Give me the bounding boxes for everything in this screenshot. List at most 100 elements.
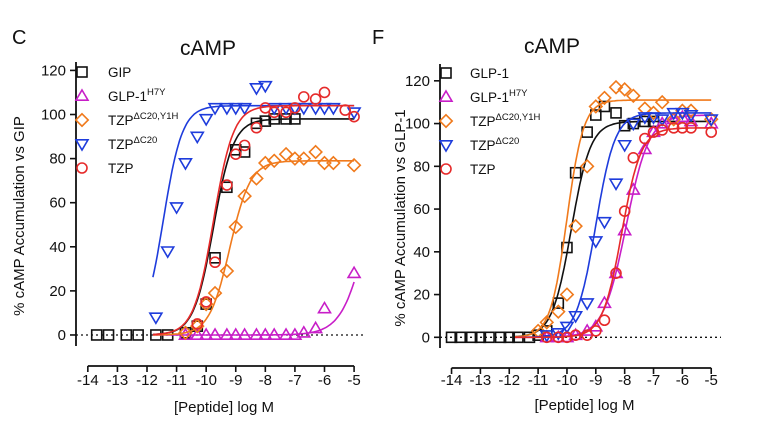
legend-marker-glp-1 <box>440 67 452 79</box>
x-tick-label: -13 <box>107 372 129 389</box>
series-tzp <box>515 122 718 344</box>
data-point-tzp-deltac20-y1h <box>287 151 303 166</box>
data-point-glp-1-h7y <box>207 327 223 340</box>
data-point-tzp-deltac20 <box>683 110 699 123</box>
y-tick-label: 80 <box>49 151 66 168</box>
data-point-glp-1 <box>590 109 602 121</box>
data-point-glp-1 <box>569 166 582 179</box>
legend-name: TZP <box>470 138 496 153</box>
data-point-tzp-deltac20-y1h <box>550 304 566 319</box>
series-glp-1-h7y <box>515 109 719 343</box>
x-tick-label: -12 <box>136 372 158 389</box>
data-point-tzp-deltac20 <box>666 107 682 121</box>
data-point-gip <box>259 115 272 127</box>
data-point-gip <box>132 329 144 341</box>
data-point-tzp <box>598 314 611 327</box>
legend-label-gip: GIP <box>108 65 131 80</box>
panel-letter: F <box>372 27 384 49</box>
legend-label-tzp: TZP <box>470 162 496 177</box>
data-point-tzp-deltac20 <box>625 118 641 132</box>
data-point-tzp <box>618 205 631 218</box>
legend-marker-tzp-deltac20 <box>438 140 454 153</box>
legend-label-tzp-deltac20: TZPΔC20 <box>108 135 157 152</box>
data-point-tzp <box>705 126 718 138</box>
legend-label-tzp-deltac20-y1h: TZPΔC20,Y1H <box>470 112 541 129</box>
data-point-glp-1-h7y <box>219 327 235 340</box>
y-tick-label: 120 <box>405 73 430 90</box>
x-axis-label: [Peptide] log M <box>174 399 274 416</box>
fit-curve-glp-1-h7y <box>515 114 712 339</box>
data-point-tzp-deltac20-y1h <box>625 88 641 104</box>
data-point-tzp-deltac20 <box>559 321 575 335</box>
data-point-glp-1 <box>454 331 466 344</box>
data-point-glp-1-h7y <box>308 320 324 334</box>
legend-label-glp-1-h7y: GLP-1H7Y <box>108 87 166 104</box>
data-point-tzp-deltac20 <box>637 112 653 125</box>
data-point-tzp <box>667 122 680 134</box>
data-point-tzp-deltac20-y1h <box>189 318 205 334</box>
data-point-tzp-deltac20 <box>597 216 612 230</box>
data-point-tzp-deltac20 <box>169 202 184 215</box>
data-point-tzp <box>540 331 553 344</box>
data-point-glp-1-h7y <box>683 113 699 127</box>
data-point-tzp-deltac20 <box>237 102 253 116</box>
x-tick-label: -11 <box>166 372 187 389</box>
data-point-tzp <box>259 102 272 114</box>
y-tick-label: 0 <box>58 327 66 344</box>
data-point-tzp-deltac20 <box>207 102 223 116</box>
data-point-tzp <box>238 139 251 152</box>
data-point-tzp <box>191 318 204 330</box>
data-point-tzp-deltac20 <box>148 312 164 325</box>
data-point-gip <box>229 143 242 156</box>
y-tick-label: 120 <box>41 62 66 79</box>
data-point-tzp-deltac20-y1h <box>597 90 612 106</box>
data-point-glp-1 <box>598 100 611 113</box>
y-tick-label: 60 <box>49 195 66 212</box>
data-point-tzp <box>297 91 310 103</box>
data-point-tzp-deltac20-y1h <box>178 325 193 341</box>
data-point-tzp <box>309 93 322 105</box>
data-point-tzp-deltac20 <box>646 112 661 125</box>
data-point-tzp-deltac20-y1h <box>219 263 235 279</box>
data-point-tzp-deltac20 <box>287 102 303 116</box>
chart-title: cAMP <box>524 35 580 58</box>
data-point-tzp-deltac20-y1h <box>617 82 632 97</box>
data-point-tzp <box>656 124 668 136</box>
legend-marker-tzp <box>440 163 452 175</box>
data-point-tzp <box>229 148 242 160</box>
data-point-tzp-deltac20 <box>674 107 690 121</box>
x-tick-label: -7 <box>288 372 301 389</box>
panel-letter: C <box>12 27 26 49</box>
data-point-gip <box>209 252 221 264</box>
data-point-gip <box>250 117 263 130</box>
series-glp-1-h7y <box>152 265 362 340</box>
data-point-tzp-deltac20-y1h <box>608 79 624 95</box>
data-point-glp-1-h7y <box>228 327 244 340</box>
data-point-glp-1 <box>445 331 458 344</box>
x-tick-label: -13 <box>470 372 492 389</box>
data-point-glp-1-h7y <box>198 327 214 340</box>
legend-name: GIP <box>108 65 131 80</box>
data-point-tzp <box>348 110 360 123</box>
data-point-tzp-deltac20-y1h <box>539 315 555 330</box>
x-tick-label: -10 <box>556 372 578 389</box>
y-tick-label: 100 <box>405 116 430 133</box>
series-tzp-deltac20-y1h <box>515 79 719 339</box>
chart-title: cAMP <box>180 37 236 60</box>
series-tzp-deltac20 <box>515 107 719 343</box>
data-point-glp-1 <box>494 331 507 344</box>
legend-name: GLP-1 <box>470 90 509 105</box>
legend-marker-tzp-deltac20-y1h <box>438 113 454 129</box>
data-point-tzp-deltac20-y1h <box>346 157 362 173</box>
data-point-glp-1 <box>465 331 478 344</box>
x-tick-label: -9 <box>589 372 602 389</box>
data-point-glp-1 <box>503 331 516 344</box>
data-point-tzp-deltac20-y1h <box>237 188 252 204</box>
data-point-tzp <box>590 325 602 337</box>
data-point-tzp-deltac20-y1h <box>326 155 341 171</box>
fit-curve-tzp-deltac20 <box>515 112 712 339</box>
y-tick-label: 20 <box>413 287 430 304</box>
data-point-tzp <box>676 122 689 134</box>
